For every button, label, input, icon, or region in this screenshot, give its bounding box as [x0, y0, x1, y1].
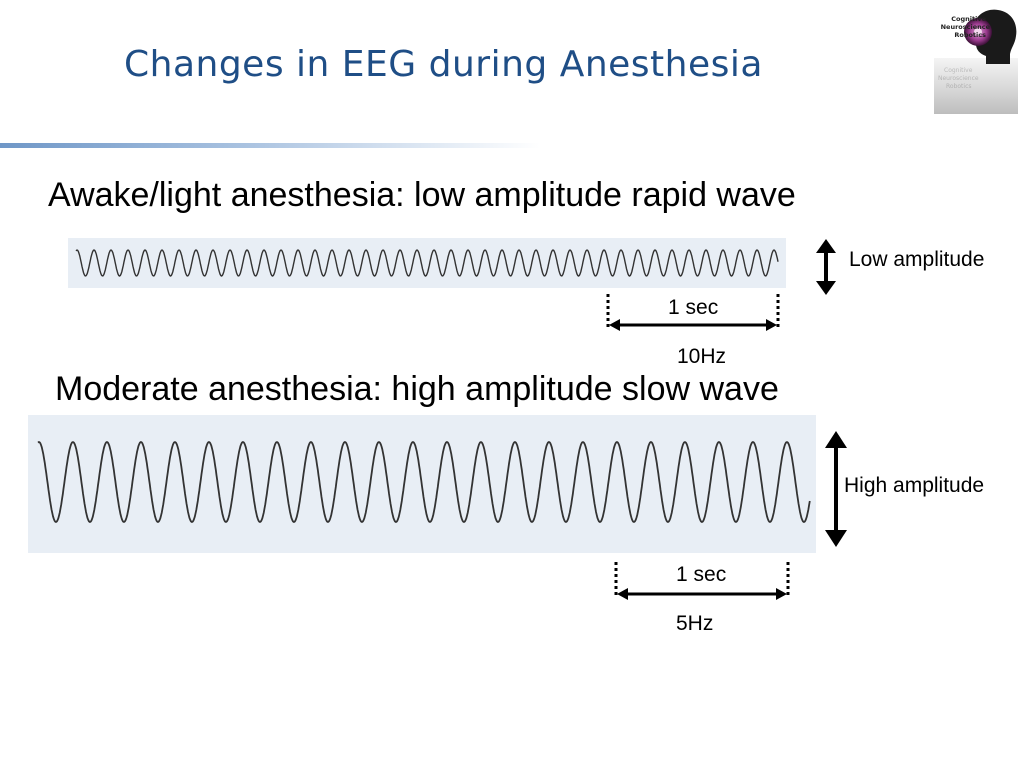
- svg-text:Robotics: Robotics: [946, 83, 972, 90]
- svg-text:Cognitive: Cognitive: [944, 67, 973, 74]
- moderate-section-heading: Moderate anesthesia: high amplitude slow…: [55, 370, 779, 408]
- slide-title: Changes in EEG during Anesthesia: [124, 44, 763, 85]
- cognitive-neuroscience-robotics-logo: Cognitive Neuroscience Robotics Cognitiv…: [934, 6, 1018, 114]
- one-second-scale-bar-2: [610, 560, 794, 609]
- svg-text:Neuroscience: Neuroscience: [938, 75, 979, 82]
- logo-word-1: Cognitive: [951, 15, 986, 23]
- high-amplitude-arrow: [823, 430, 849, 553]
- high-amplitude-eeg-trace: [28, 415, 816, 553]
- high-amplitude-label: High amplitude: [844, 474, 985, 497]
- frequency-label-1: 10Hz: [677, 345, 727, 368]
- low-amplitude-arrow: [814, 238, 838, 301]
- frequency-label-2: 5Hz: [676, 612, 714, 635]
- duration-label-2: 1 sec: [676, 563, 727, 586]
- logo-word-2: Neuroscience: [941, 23, 991, 31]
- one-second-scale-bar-1: [602, 292, 786, 339]
- low-amplitude-eeg-trace: [68, 238, 786, 288]
- duration-label-1: 1 sec: [668, 296, 719, 319]
- low-amplitude-label: Low amplitude: [849, 248, 985, 271]
- awake-section-heading: Awake/light anesthesia: low amplitude ra…: [48, 176, 796, 214]
- logo-word-3: Robotics: [954, 31, 986, 39]
- title-underline: [0, 143, 540, 148]
